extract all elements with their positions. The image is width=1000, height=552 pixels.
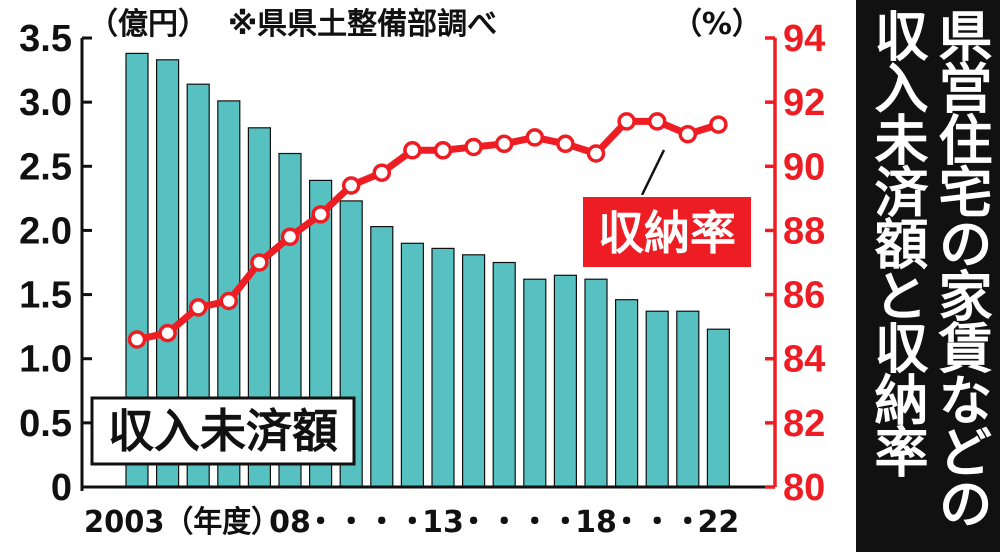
rate-point-2019 <box>617 112 636 131</box>
left-tick-label: 1.5 <box>19 275 72 317</box>
bar-2011 <box>370 226 394 488</box>
x-tick-label: 18 <box>575 505 617 540</box>
x-tick-label: ・ <box>397 505 427 540</box>
bar-2015 <box>492 261 516 488</box>
side-title: 県営住宅の家賃などの収入未済額と収納率 <box>856 0 1000 552</box>
rate-point-2021 <box>678 124 698 144</box>
line-series-label: 収納率 <box>598 206 736 260</box>
x-tick-label: ・ <box>336 505 366 540</box>
x-tick-label: ・ <box>673 505 703 540</box>
rate-point-2013 <box>433 141 453 160</box>
rate-point-2009 <box>311 205 330 224</box>
rate-point-2004 <box>158 323 177 343</box>
left-tick-label: 1.0 <box>19 339 72 381</box>
x-tick-label: ・ <box>612 505 642 540</box>
right-tick-label: 94 <box>783 18 825 60</box>
x-tick-label: ・ <box>550 505 580 540</box>
rate-point-2006 <box>219 291 239 311</box>
rate-point-2018 <box>586 144 606 163</box>
x-tick-label: ・ <box>520 505 550 540</box>
right-tick-label: 90 <box>783 146 825 188</box>
bar-2021 <box>676 310 700 488</box>
right-tick-label: 92 <box>783 82 825 124</box>
bar-2018 <box>584 278 608 488</box>
bar-2017 <box>553 274 578 488</box>
x-tick-label: ・ <box>306 505 336 540</box>
rate-point-2022 <box>709 115 728 134</box>
x-tick-label: ・ <box>459 505 489 540</box>
right-tick-label: 82 <box>783 403 825 445</box>
left-tick-label: 3.5 <box>19 18 72 60</box>
left-tick-label: 0.5 <box>19 403 72 445</box>
bar-series-label: 収入未済額 <box>108 404 338 458</box>
line-series-label-box <box>581 195 753 269</box>
right-tick-label: 88 <box>783 210 825 252</box>
left-unit-label: （億円） <box>88 7 208 42</box>
x-tick-label: ・ <box>489 505 519 540</box>
x-tick-label: ・ <box>367 505 397 540</box>
rate-point-2010 <box>341 176 361 195</box>
x-tick-label: 13 <box>422 505 464 540</box>
rate-point-2015 <box>494 134 514 154</box>
rate-point-2007 <box>250 253 269 272</box>
left-tick-label: 3.0 <box>19 82 72 124</box>
right-tick-label: 86 <box>783 275 825 317</box>
left-tick-label: 2.5 <box>19 146 72 188</box>
rate-point-2011 <box>372 163 392 182</box>
rate-point-2017 <box>556 134 575 154</box>
bar-2014 <box>462 254 486 488</box>
x-tick-label: 2003（年度） <box>84 505 280 540</box>
rate-point-2005 <box>188 298 208 317</box>
x-tick-label: 08 <box>269 505 311 540</box>
chart-canvas: 0 0.5 1.0 1.5 2.0 2.5 3.0 3.5 80 82 84 86 88 90 92 94 20… <box>19 7 825 540</box>
bar-2016 <box>523 278 547 488</box>
line-series-pointer <box>640 149 666 196</box>
source-note: ※県県土整備部調べ <box>228 7 497 42</box>
bar-series-label-box <box>90 396 356 466</box>
bar-2020 <box>645 310 669 488</box>
bar-2022 <box>706 328 731 488</box>
bar-2012 <box>400 242 424 488</box>
right-tick-label: 84 <box>783 339 825 381</box>
rate-point-2016 <box>525 128 545 147</box>
rate-point-2014 <box>464 137 483 157</box>
rate-point-2012 <box>403 141 422 160</box>
rate-point-2008 <box>280 227 300 247</box>
bar-2019 <box>614 299 639 488</box>
bar-2013 <box>431 247 455 488</box>
x-tick-label: ・ <box>642 505 672 540</box>
rate-point-2020 <box>647 112 667 131</box>
right-unit-label: （%） <box>672 7 762 42</box>
left-tick-label: 2.0 <box>19 210 72 252</box>
right-tick-label: 80 <box>783 467 825 509</box>
left-tick-label: 0 <box>51 467 72 509</box>
x-tick-label: 22 <box>698 505 740 540</box>
rate-point-2003 <box>127 330 147 349</box>
